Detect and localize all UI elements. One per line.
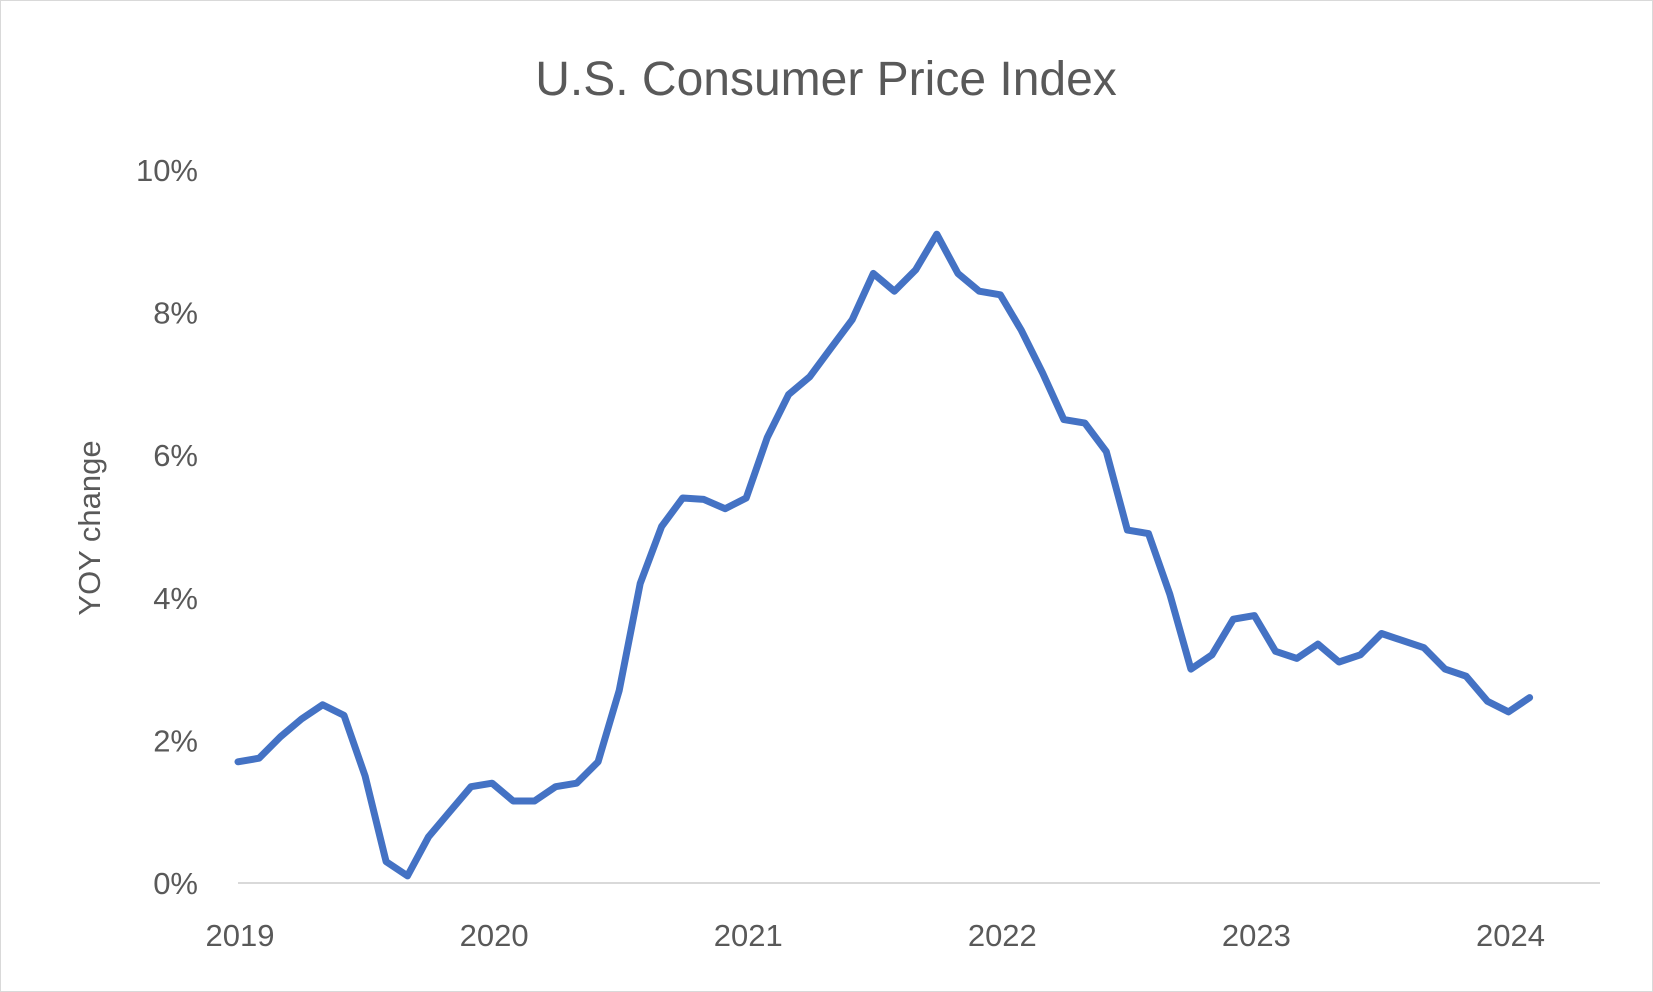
- y-tick-label: 2%: [153, 723, 198, 758]
- x-tick-label: 2020: [460, 918, 529, 953]
- chart-title: U.S. Consumer Price Index: [535, 53, 1117, 106]
- y-tick-label: 0%: [153, 866, 198, 901]
- y-tick-label: 8%: [153, 296, 198, 331]
- x-axis-ticks: 2019 2020 2021 2022 2023 2024: [206, 918, 1545, 953]
- x-tick-label: 2022: [968, 918, 1037, 953]
- y-tick-label: 4%: [153, 581, 198, 616]
- x-tick-label: 2024: [1476, 918, 1545, 953]
- y-axis-title: YOY change: [72, 440, 107, 615]
- x-tick-label: 2023: [1222, 918, 1291, 953]
- x-tick-label: 2021: [714, 918, 783, 953]
- y-tick-label: 10%: [136, 153, 198, 188]
- series-line-cpi: [234, 230, 1534, 880]
- x-tick-label: 2019: [206, 918, 275, 953]
- y-axis-ticks: 0% 2% 4% 6% 8% 10%: [136, 153, 198, 901]
- y-tick-label: 6%: [153, 438, 198, 473]
